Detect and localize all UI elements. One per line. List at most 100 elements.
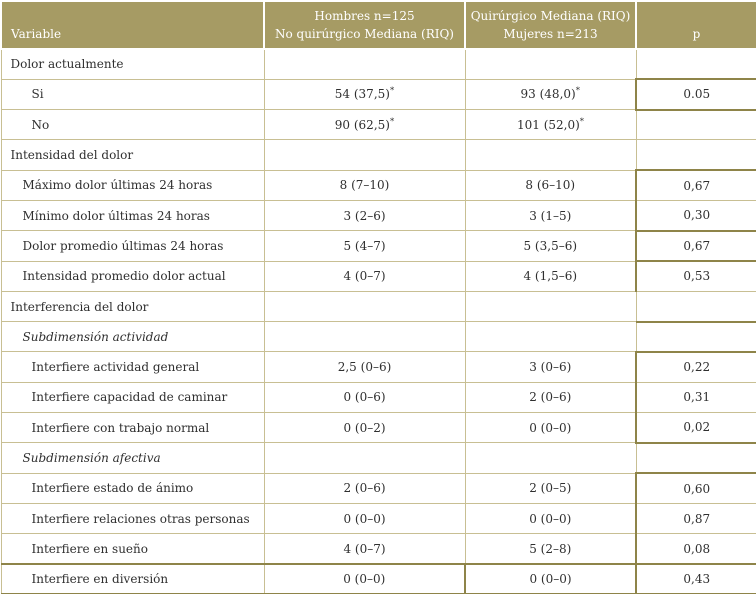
mujeres-value-cell: 2 (0–5)	[464, 472, 637, 504]
hombres-value-cell	[263, 139, 466, 171]
mujeres-value-cell: 101 (52,0)*	[464, 109, 637, 141]
table-row: Subdimensión afectiva	[0, 441, 756, 474]
table-row: Si 54 (37,5)* 93 (48,0)* 0.05	[0, 78, 756, 111]
hombres-value-cell: 0 (0–0)	[263, 563, 466, 594]
mujeres-value-cell	[464, 290, 637, 323]
footnote-asterisk: *	[579, 116, 585, 127]
variable-cell: Subdimensión afectiva	[0, 442, 265, 474]
hombres-value-cell: 8 (7–10)	[263, 169, 466, 201]
mujeres-value-cell	[464, 442, 637, 474]
header-line: Hombres n=125	[314, 9, 415, 23]
variable-cell: Interfiere relaciones otras personas	[0, 502, 265, 535]
footnote-asterisk: *	[575, 86, 580, 97]
variable-cell: Interfiere estado de ánimo	[0, 472, 265, 504]
table-row: Mínimo dolor últimas 24 horas 3 (2–6) 3 (1…	[0, 199, 756, 232]
p-value-cell: 0,87	[635, 502, 756, 535]
mujeres-value-cell: 5 (2–8)	[464, 533, 637, 565]
variable-cell: No	[0, 109, 265, 141]
median-riq-value: 54 (37,5)	[334, 87, 390, 102]
mujeres-value-cell: 2 (0–6)	[464, 381, 637, 414]
header-line: Mujeres n=213	[503, 27, 598, 41]
p-value-cell	[635, 108, 756, 141]
hombres-value-cell: 3 (2–6)	[263, 199, 466, 232]
hombres-value-cell	[263, 48, 466, 80]
table-row: No 90 (62,5)* 101 (52,0)*	[0, 108, 756, 141]
p-value-cell	[635, 48, 756, 80]
mujeres-value-cell	[464, 139, 637, 171]
variable-cell: Interfiere capacidad de caminar	[0, 381, 265, 414]
median-riq-value: 3 (1–5)	[529, 208, 572, 223]
median-riq-value: 90 (62,5)	[334, 117, 390, 132]
header-row: Variable Hombres n=125 No quirúrgico Med…	[0, 0, 756, 50]
variable-cell: Interferencia del dolor	[0, 290, 265, 323]
hombres-value-cell: 54 (37,5)*	[263, 78, 466, 111]
mujeres-value-cell: 3 (0–6)	[464, 351, 637, 383]
header-line: No quirúrgico Mediana (RIQ)	[274, 27, 454, 41]
hombres-value-cell	[263, 442, 466, 474]
median-riq-value: 93 (48,0)	[520, 87, 576, 102]
mujeres-value-cell: 0 (0–0)	[464, 412, 637, 444]
median-riq-value: 2 (0–6)	[529, 390, 572, 405]
mujeres-value-cell: 3 (1–5)	[464, 199, 637, 232]
median-riq-value: 3 (2–6)	[343, 208, 386, 223]
mujeres-value-cell: 93 (48,0)*	[464, 78, 637, 111]
hombres-value-cell: 0 (0–2)	[263, 412, 466, 444]
median-riq-value: 2,5 (0–6)	[337, 360, 392, 375]
median-riq-value: 4 (0–7)	[343, 541, 386, 556]
variable-cell: Dolor actualmente	[0, 48, 265, 80]
p-value-cell: 0,67	[635, 229, 756, 262]
mujeres-value-cell: 5 (3,5–6)	[464, 230, 637, 262]
hombres-value-cell: 2,5 (0–6)	[263, 351, 466, 383]
median-riq-value: 0 (0–0)	[529, 420, 572, 435]
p-value-cell: 0,53	[635, 260, 756, 292]
p-value-cell	[635, 290, 756, 323]
mujeres-value-cell	[464, 48, 637, 80]
hombres-value-cell: 2 (0–6)	[263, 472, 466, 504]
mujeres-value-cell	[464, 321, 637, 353]
median-riq-value: 0 (0–2)	[343, 420, 386, 435]
hombres-value-cell: 5 (4–7)	[263, 230, 466, 262]
p-value-cell	[635, 139, 756, 171]
table-row: Interfiere en diversión 0 (0–0) 0 (0–0) 0,4…	[0, 563, 756, 594]
median-riq-value: 0 (0–6)	[343, 390, 386, 405]
hombres-value-cell: 0 (0–6)	[263, 381, 466, 414]
variable-cell: Interfiere actividad general	[0, 351, 265, 383]
mujeres-value-cell: 8 (6–10)	[464, 169, 637, 201]
p-value-cell: 0,30	[635, 199, 756, 232]
variable-cell: Mínimo dolor últimas 24 horas	[0, 199, 265, 232]
variable-cell: Dolor promedio últimas 24 horas	[0, 230, 265, 262]
mujeres-value-cell: 4 (1,5–6)	[464, 260, 637, 292]
table-row: Subdimensión actividad	[0, 320, 756, 353]
table-row: Dolor actualmente	[0, 48, 756, 80]
variable-cell: Intensidad promedio dolor actual	[0, 260, 265, 292]
p-value-cell: 0,02	[635, 412, 756, 444]
median-riq-value: 8 (6–10)	[525, 178, 576, 193]
median-riq-value: 0 (0–0)	[529, 511, 572, 526]
table-row: Interferencia del dolor	[0, 290, 756, 323]
column-header-variable: Variable	[0, 0, 265, 50]
table-row: Interfiere actividad general 2,5 (0–6) 3 (…	[0, 350, 756, 383]
p-value-cell: 0,31	[635, 381, 756, 414]
table-row: Intensidad promedio dolor actual 4 (0–7) 4…	[0, 260, 756, 292]
p-value-cell	[635, 441, 756, 474]
table-row: Interfiere capacidad de caminar 0 (0–6) 2 …	[0, 381, 756, 414]
p-value-cell: 0,67	[635, 169, 756, 201]
table-row: Dolor promedio últimas 24 horas 5 (4–7) 5 …	[0, 229, 756, 262]
column-header-quirurgico: Quirúrgico Mediana (RIQ) Mujeres n=213	[464, 0, 637, 50]
p-value-cell: 0,08	[635, 533, 756, 565]
table-row: Interfiere con trabajo normal 0 (0–2) 0 (0…	[0, 412, 756, 444]
p-value-cell: 0,22	[635, 350, 756, 383]
median-riq-value: 0 (0–0)	[343, 511, 386, 526]
column-header-hombres: Hombres n=125 No quirúrgico Mediana (RIQ…	[263, 0, 466, 50]
median-riq-value: 3 (0–6)	[529, 360, 572, 375]
hombres-value-cell	[263, 290, 466, 323]
variable-cell: Máximo dolor últimas 24 horas	[0, 169, 265, 201]
table-row: Intensidad del dolor	[0, 139, 756, 171]
median-riq-value: 8 (7–10)	[339, 178, 390, 193]
footnote-asterisk: *	[389, 116, 395, 127]
p-value-cell	[635, 320, 756, 353]
header-line: Quirúrgico Mediana (RIQ)	[470, 9, 631, 23]
variable-cell: Interfiere con trabajo normal	[0, 412, 265, 444]
